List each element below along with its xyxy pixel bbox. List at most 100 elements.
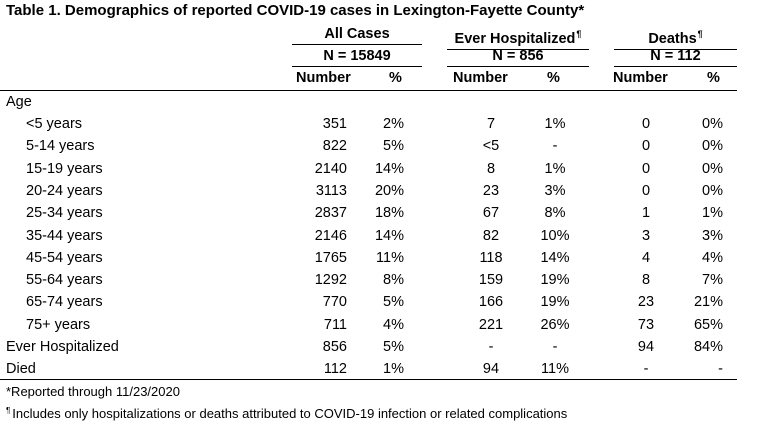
row-label: 5-14 years [26, 138, 95, 155]
row-label: <5 years [26, 116, 83, 132]
group-n-all-cases: N = 15849 [292, 46, 422, 67]
cell-deaths-percent: 0% [702, 138, 723, 155]
cell-all-cases-percent: 8% [383, 272, 404, 289]
cell-hospitalized-percent: 14% [540, 249, 570, 266]
bottom-rule [0, 379, 737, 380]
cell-deaths-number: 3 [641, 227, 651, 244]
cell-all-cases-number: 112 [323, 361, 347, 378]
cell-deaths-number: - [643, 361, 649, 378]
cell-all-cases-number: 822 [322, 138, 347, 155]
table-row: 75+ years 711 4% 221 26% 73 65% [0, 314, 768, 336]
cell-all-cases-percent: 20% [374, 182, 404, 199]
footnote-mark: ¶ [576, 29, 582, 39]
cell-deaths-percent: 65% [693, 316, 723, 333]
header-rule [0, 90, 737, 91]
row-label: 15-19 years [26, 160, 103, 177]
cell-hospitalized-number: 7 [486, 116, 496, 132]
col-header-number: Number [453, 70, 508, 86]
cell-all-cases-number: 1765 [314, 249, 347, 266]
col-header-percent: % [389, 70, 402, 86]
row-label: 45-54 years [26, 249, 103, 266]
cell-all-cases-number: 2146 [314, 227, 347, 244]
cell-hospitalized-percent: 11% [541, 361, 569, 378]
col-header-percent: % [547, 70, 560, 86]
title-footnote-mark: * [578, 2, 585, 19]
cell-hospitalized-number: 221 [478, 316, 504, 333]
group-header-all-cases: All Cases [292, 24, 422, 45]
group-n-deaths: N = 112 [614, 46, 737, 67]
cell-hospitalized-percent: 26% [540, 316, 570, 333]
col-header-number: Number [296, 70, 351, 86]
row-label: 65-74 years [26, 294, 103, 311]
row-label: Ever Hospitalized [6, 339, 119, 355]
cell-all-cases-number: 2837 [314, 205, 347, 222]
cell-deaths-number: 0 [641, 160, 651, 177]
cell-all-cases-percent: 5% [383, 294, 404, 311]
footnote-mark: ¶ [6, 406, 11, 415]
cell-hospitalized-number: <5 [482, 138, 500, 155]
table-row: 65-74 years 770 5% 166 19% 23 21% [0, 291, 768, 313]
cell-deaths-percent: 1% [702, 205, 723, 222]
cell-deaths-number: 0 [641, 182, 651, 199]
cell-deaths-number: 23 [637, 294, 655, 311]
col-header-number: Number [613, 70, 668, 86]
group-label: All Cases [324, 26, 390, 42]
cell-all-cases-percent: 4% [383, 316, 404, 333]
table-title: Table 1. Demographics of reported COVID-… [6, 2, 584, 19]
table-row: 20-24 years 3113 20% 23 3% 0 0% [0, 180, 768, 202]
group-label: Ever Hospitalized [454, 31, 576, 47]
cell-deaths-number: 8 [641, 272, 651, 289]
cell-deaths-percent: - [718, 361, 723, 378]
section-row: Age [0, 91, 768, 113]
cell-deaths-percent: 4% [702, 249, 723, 266]
cell-hospitalized-number: 159 [478, 272, 504, 289]
group-header-deaths: Deaths¶ [614, 24, 737, 50]
cell-deaths-number: 4 [641, 249, 651, 266]
cell-hospitalized-percent: 19% [540, 294, 570, 311]
table-row: Died 112 1% 94 11% - - [0, 358, 768, 380]
cell-hospitalized-percent: 8% [544, 205, 566, 222]
cell-all-cases-percent: 5% [383, 138, 404, 155]
cell-all-cases-percent: 11% [376, 249, 404, 266]
table-title-text: Table 1. Demographics of reported COVID-… [6, 2, 579, 19]
cell-hospitalized-percent: 3% [544, 182, 566, 199]
cell-deaths-percent: 84% [693, 339, 723, 355]
cell-all-cases-percent: 2% [383, 116, 404, 132]
cell-deaths-number: 94 [637, 339, 655, 355]
cell-all-cases-percent: 14% [374, 227, 404, 244]
row-label: 35-44 years [26, 227, 103, 244]
cell-hospitalized-percent: - [552, 339, 558, 355]
cell-deaths-percent: 0% [702, 160, 723, 177]
cell-hospitalized-number: 23 [482, 182, 500, 199]
cell-all-cases-percent: 14% [374, 160, 404, 177]
table-row: Ever Hospitalized 856 5% - - 94 84% [0, 336, 768, 358]
table-row: <5 years 351 2% 7 1% 0 0% [0, 113, 768, 135]
row-label: 25-34 years [26, 205, 103, 222]
cell-all-cases-percent: 18% [374, 205, 404, 222]
table-row: 45-54 years 1765 11% 118 14% 4 4% [0, 247, 768, 269]
cell-deaths-number: 1 [641, 205, 651, 222]
footnote-text: *Reported through 11/23/2020 [6, 384, 180, 399]
footnote-text: Includes only hospitalizations or deaths… [12, 406, 568, 421]
table-row: 35-44 years 2146 14% 82 10% 3 3% [0, 225, 768, 247]
table-row: 55-64 years 1292 8% 159 19% 8 7% [0, 269, 768, 291]
cell-hospitalized-percent: 10% [540, 227, 570, 244]
cell-all-cases-number: 351 [322, 116, 347, 132]
group-n-ever-hospitalized: N = 856 [447, 46, 589, 67]
cell-deaths-percent: 7% [702, 272, 723, 289]
cell-deaths-percent: 0% [702, 182, 723, 199]
cell-all-cases-number: 3113 [315, 182, 347, 199]
cell-deaths-percent: 0% [702, 116, 723, 132]
section-label: Age [6, 94, 32, 110]
cell-hospitalized-number: 82 [482, 227, 500, 244]
cell-deaths-number: 0 [641, 138, 651, 155]
cell-deaths-number: 73 [637, 316, 655, 333]
group-header-ever-hospitalized: Ever Hospitalized¶ [447, 24, 589, 50]
cell-all-cases-number: 1292 [314, 272, 347, 289]
cell-hospitalized-number: - [488, 339, 494, 355]
cell-hospitalized-number: 94 [482, 361, 500, 378]
cell-hospitalized-number: 67 [482, 205, 500, 222]
cell-hospitalized-percent: 1% [544, 160, 566, 177]
col-header-percent: % [707, 70, 720, 86]
table-row: 25-34 years 2837 18% 67 8% 1 1% [0, 202, 768, 224]
